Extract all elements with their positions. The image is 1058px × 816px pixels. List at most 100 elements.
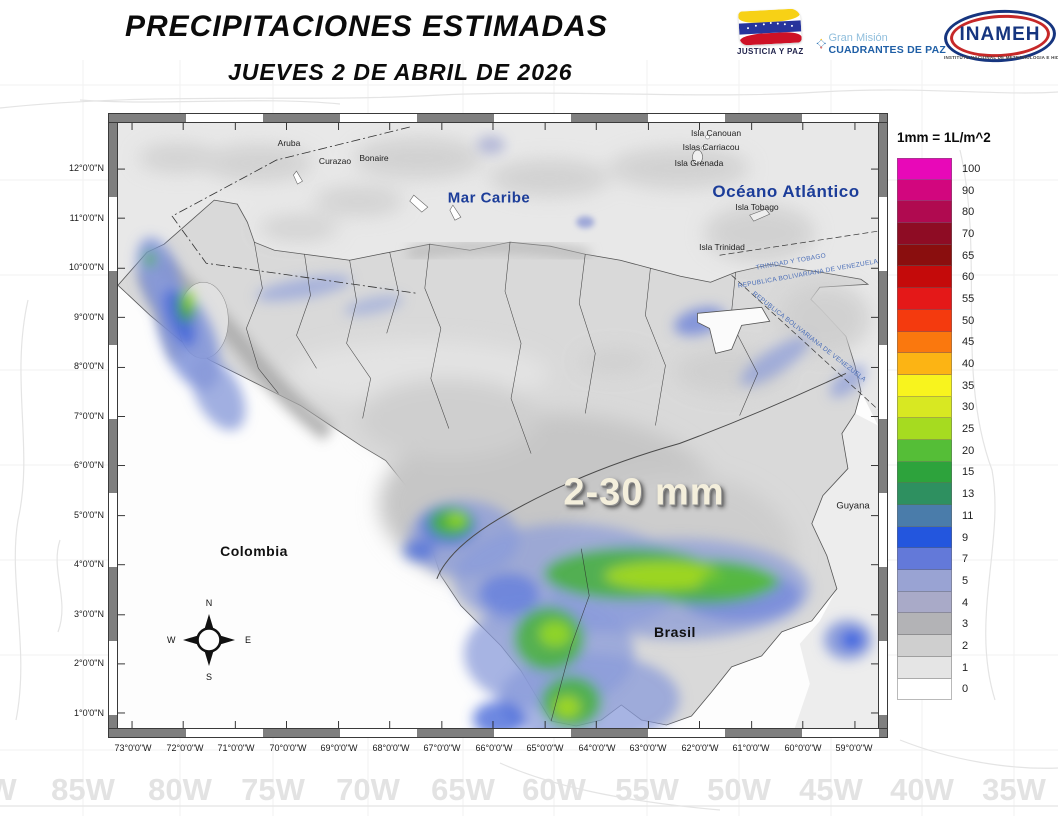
flag-caption: JUSTICIA Y PAZ bbox=[737, 47, 804, 56]
lon-tick-label: 59°0'0"W bbox=[835, 743, 873, 753]
compass-w: W bbox=[167, 635, 176, 645]
justicia-y-paz-logo: JUSTICIA Y PAZ bbox=[737, 8, 804, 56]
legend-color-bar: 100 90 80 70 65 60 55 50 45 40 35 30 25 … bbox=[897, 158, 1057, 701]
bg-lon-label: 80W bbox=[148, 772, 212, 807]
compass-e: E bbox=[244, 635, 251, 645]
label-isla-grenada: Isla Grenada bbox=[674, 158, 724, 168]
lat-tick-label: 9°0'0"N bbox=[73, 312, 104, 322]
legend-value: 2 bbox=[962, 639, 969, 652]
legend-swatch bbox=[897, 439, 952, 462]
legend-row: 45 bbox=[897, 331, 1057, 354]
legend-value: 70 bbox=[962, 227, 975, 240]
legend-value: 65 bbox=[962, 249, 975, 262]
cuadrantes-de-paz-logo: Gran Misión CUADRANTES DE PAZ bbox=[816, 14, 946, 74]
legend-value: 60 bbox=[962, 271, 975, 284]
lon-tick-label: 60°0'0"W bbox=[784, 743, 822, 753]
legend-row: 7 bbox=[897, 548, 1057, 571]
bg-lon-label: 60W bbox=[522, 772, 586, 807]
bg-lon-label: 35W bbox=[982, 772, 1046, 807]
legend-value: 4 bbox=[962, 596, 969, 609]
legend-value: 5 bbox=[962, 574, 969, 587]
legend-row: 65 bbox=[897, 244, 1057, 267]
legend-value: 7 bbox=[962, 553, 969, 566]
lat-tick-label: 12°0'0"N bbox=[68, 163, 104, 173]
lat-tick-label: 3°0'0"N bbox=[73, 609, 104, 619]
lat-tick-label: 5°0'0"N bbox=[73, 510, 104, 520]
legend-swatch bbox=[897, 570, 952, 592]
legend-swatch bbox=[897, 309, 952, 332]
legend-value: 11 bbox=[962, 509, 974, 522]
legend-row: 90 bbox=[897, 179, 1057, 202]
legend-value: 50 bbox=[962, 314, 975, 327]
venezuela-precipitation-map bbox=[118, 123, 878, 728]
legend-swatch bbox=[897, 548, 952, 571]
legend-swatch bbox=[897, 526, 952, 549]
label-aruba: Aruba bbox=[277, 138, 301, 148]
legend-row: 100 bbox=[897, 158, 1057, 180]
legend-swatch bbox=[897, 223, 952, 245]
lat-tick-label: 4°0'0"N bbox=[73, 559, 104, 569]
legend-swatch bbox=[897, 179, 952, 202]
legend-row: 11 bbox=[897, 505, 1057, 527]
lon-tick-label: 66°0'0"W bbox=[475, 743, 513, 753]
compass-rose: N S W E bbox=[167, 598, 251, 682]
legend-row: 0 bbox=[897, 678, 1057, 701]
cuadrantes-diamond-icon bbox=[816, 38, 826, 49]
bg-lon-label: 45W bbox=[799, 772, 863, 807]
page-title: PRECIPITACIONES ESTIMADAS bbox=[125, 10, 608, 43]
bg-lon-label: 55W bbox=[615, 772, 679, 807]
legend-swatch bbox=[897, 201, 952, 224]
legend-row: 3 bbox=[897, 613, 1057, 636]
mision-line2: CUADRANTES DE PAZ bbox=[828, 44, 946, 56]
legend-swatch bbox=[897, 656, 952, 679]
page-subtitle: JUEVES 2 DE ABRIL DE 2026 bbox=[228, 59, 573, 85]
bg-lon-label: 65W bbox=[431, 772, 495, 807]
legend-row: 70 bbox=[897, 223, 1057, 245]
lon-tick-label: 68°0'0"W bbox=[372, 743, 410, 753]
label-oceano-atlantico: Océano Atlántico bbox=[712, 182, 860, 201]
lon-tick-label: 72°0'0"W bbox=[166, 743, 204, 753]
legend-row: 4 bbox=[897, 591, 1057, 614]
label-curazao: Curazao bbox=[318, 156, 352, 166]
bg-lon-label: 40W bbox=[890, 772, 954, 807]
legend-swatch bbox=[897, 635, 952, 657]
legend-row: 9 bbox=[897, 526, 1057, 549]
precip-range-annotation: 2-30 mm bbox=[563, 471, 725, 514]
legend-value: 90 bbox=[962, 184, 975, 197]
bg-lon-label: 50W bbox=[707, 772, 771, 807]
legend-value: 9 bbox=[962, 531, 969, 544]
precipitation-legend: 1mm = 1L/m^2 100 90 80 70 65 60 55 50 45… bbox=[897, 130, 1057, 701]
legend-value: 80 bbox=[962, 206, 975, 219]
lon-tick-label: 69°0'0"W bbox=[320, 743, 358, 753]
lon-tick-label: 67°0'0"W bbox=[423, 743, 461, 753]
legend-swatch bbox=[897, 396, 952, 419]
legend-swatch bbox=[897, 418, 952, 440]
lat-tick-label: 10°0'0"N bbox=[68, 262, 104, 272]
legend-value: 30 bbox=[962, 401, 975, 414]
legend-value: 3 bbox=[962, 618, 969, 631]
map-frame: Mar Caribe Océano Atlántico Aruba Curaza… bbox=[108, 113, 888, 738]
legend-swatch bbox=[897, 244, 952, 267]
label-bonaire: Bonaire bbox=[359, 153, 389, 163]
compass-n: N bbox=[205, 598, 213, 608]
frame-border-left bbox=[108, 122, 118, 729]
legend-row: 13 bbox=[897, 483, 1057, 505]
legend-swatch bbox=[897, 461, 952, 484]
legend-title: 1mm = 1L/m^2 bbox=[897, 130, 991, 145]
mision-line1: Gran Misión bbox=[828, 32, 888, 44]
legend-value: 0 bbox=[962, 683, 969, 696]
compass-s: S bbox=[205, 672, 213, 682]
bg-lon-label: W bbox=[0, 772, 17, 807]
label-guyana: Guyana bbox=[836, 500, 870, 512]
inameh-name: INAMEH bbox=[959, 24, 1041, 45]
lat-tick-label: 2°0'0"N bbox=[73, 658, 104, 668]
map-canvas: Mar Caribe Océano Atlántico Aruba Curaza… bbox=[118, 123, 878, 728]
lat-tick-label: 1°0'0"N bbox=[73, 708, 104, 718]
legend-value: 45 bbox=[962, 336, 975, 349]
label-isla-trinidad: Isla Trinidad bbox=[699, 242, 745, 252]
inameh-logo: INAMEH INSTITUTO NACIONAL DE METEOROLOGI… bbox=[942, 7, 1058, 68]
legend-row: 20 bbox=[897, 439, 1057, 462]
legend-swatch bbox=[897, 374, 952, 397]
legend-row: 60 bbox=[897, 266, 1057, 289]
frame-border-right bbox=[878, 122, 888, 729]
